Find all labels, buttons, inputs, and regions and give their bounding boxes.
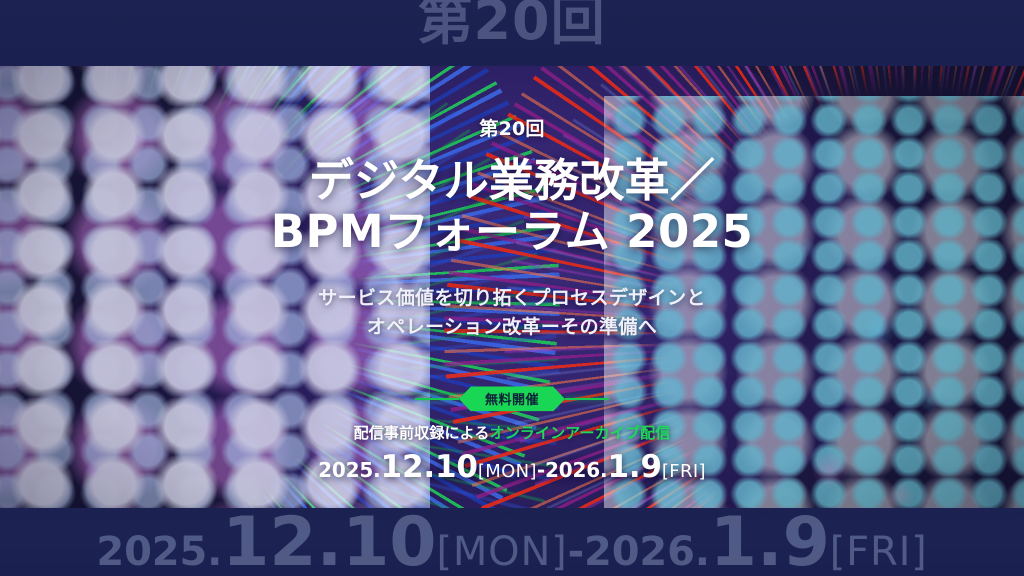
date-start-day: 12.10 bbox=[380, 449, 478, 486]
ghost-date-separator: - bbox=[567, 528, 585, 575]
ghost-edition-text: 第20回 bbox=[418, 0, 606, 52]
delivery-prefix: 配信事前収録による bbox=[353, 424, 490, 443]
page-title: デジタル業務改革／ BPMフォーラム 2025 bbox=[271, 155, 753, 258]
free-admission-badge: 無料開催 bbox=[459, 386, 565, 411]
date-end-weekday: [FRI] bbox=[661, 461, 706, 483]
bottom-letterbox-band: 2025. 12.10 [MON] - 2026. 1.9 [FRI] bbox=[0, 508, 1024, 576]
ghost-date-start-year: 2025. bbox=[96, 528, 223, 575]
top-letterbox-band: 第20回 bbox=[0, 0, 1024, 66]
hero-content: 第20回 デジタル業務改革／ BPMフォーラム 2025 サービス価値を切り拓く… bbox=[0, 66, 1024, 508]
date-start-year: 2025. bbox=[318, 458, 381, 483]
ghost-date-end-day: 1.9 bbox=[709, 508, 830, 576]
delivery-highlight: オンラインアーカイブ配信 bbox=[489, 424, 671, 443]
ribbon-rule-right bbox=[565, 397, 610, 400]
ribbon-rule-left bbox=[414, 397, 459, 400]
subtitle: サービス価値を切り拓くプロセスデザインと オペレーション改革ーその準備へ bbox=[318, 284, 706, 343]
title-line-2: BPMフォーラム 2025 bbox=[270, 205, 754, 259]
ghost-date-range: 2025. 12.10 [MON] - 2026. 1.9 [FRI] bbox=[96, 508, 927, 576]
subtitle-line-1: サービス価値を切り拓くプロセスデザインと bbox=[318, 286, 706, 309]
date-end-year: 2026. bbox=[544, 458, 608, 483]
ghost-date-start-day: 12.10 bbox=[222, 508, 437, 576]
date-separator: - bbox=[536, 458, 545, 483]
ghost-date-end-weekday: [FRI] bbox=[829, 528, 928, 575]
ghost-date-end-year: 2026. bbox=[584, 528, 710, 575]
delivery-format-text: 配信事前収録によるオンラインアーカイブ配信 bbox=[354, 422, 671, 443]
title-line-1: デジタル業務改革／ bbox=[308, 154, 716, 207]
event-date-range: 2025. 12.10 [MON] - 2026. 1.9 [FRI] bbox=[318, 449, 706, 485]
subtitle-line-2: オペレーション改革ーその準備へ bbox=[366, 316, 658, 339]
ghost-date-start-weekday: [MON] bbox=[436, 528, 568, 575]
date-start-weekday: [MON] bbox=[477, 461, 537, 483]
free-admission-ribbon-row: 無料開催 bbox=[414, 386, 610, 411]
edition-kicker: 第20回 bbox=[479, 118, 545, 140]
date-end-day: 1.9 bbox=[607, 449, 662, 486]
